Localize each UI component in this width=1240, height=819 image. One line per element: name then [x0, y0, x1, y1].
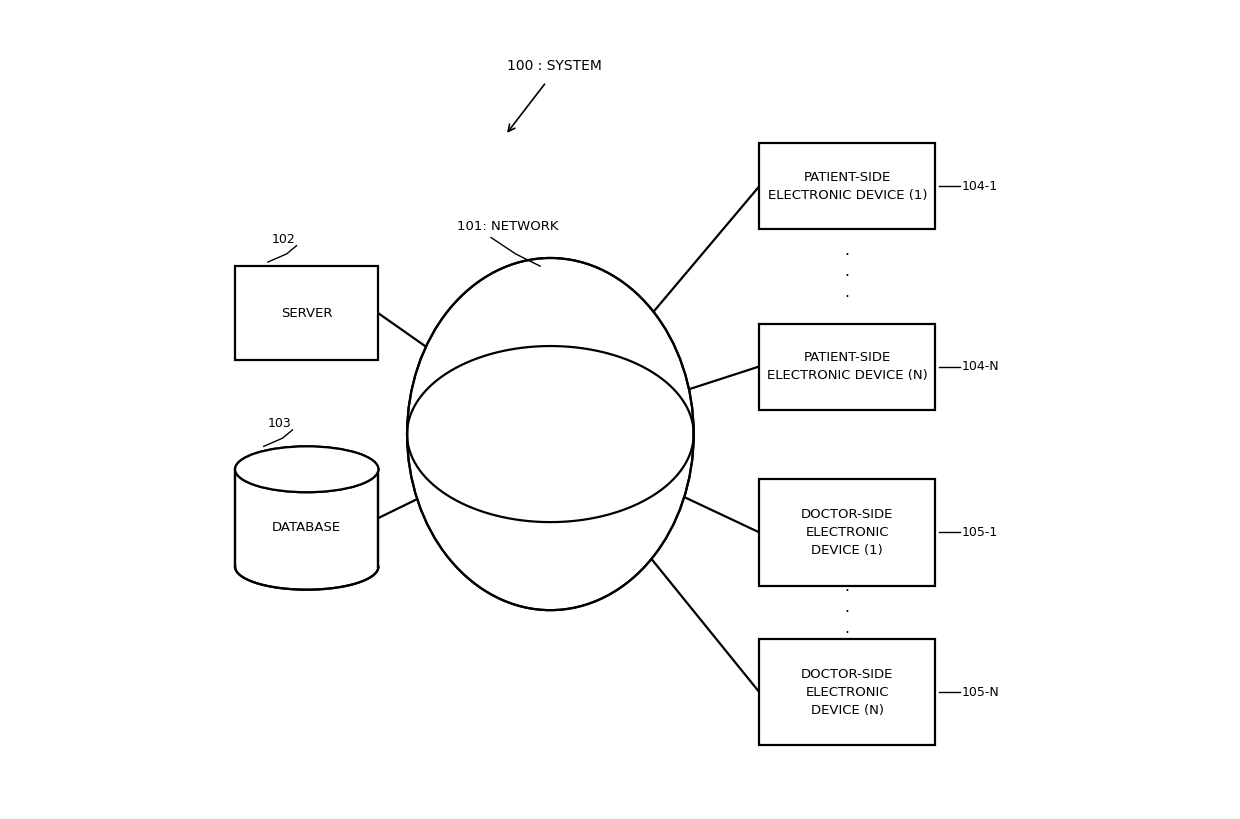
Bar [759, 479, 935, 586]
Text: 102: 102 [272, 233, 295, 246]
Text: SERVER: SERVER [281, 307, 332, 319]
Bar [759, 324, 935, 410]
Text: 100 : SYSTEM: 100 : SYSTEM [507, 58, 601, 73]
Text: DOCTOR-SIDE
ELECTRONIC
DEVICE (1): DOCTOR-SIDE ELECTRONIC DEVICE (1) [801, 508, 894, 557]
Text: DATABASE: DATABASE [272, 521, 341, 534]
Text: 103: 103 [268, 417, 291, 430]
Text: ·
·
·: · · · [844, 584, 849, 640]
Text: 105-N: 105-N [961, 686, 999, 699]
Text: PATIENT-SIDE
ELECTRONIC DEVICE (1): PATIENT-SIDE ELECTRONIC DEVICE (1) [768, 171, 928, 201]
Bar [759, 143, 935, 229]
Text: DOCTOR-SIDE
ELECTRONIC
DEVICE (N): DOCTOR-SIDE ELECTRONIC DEVICE (N) [801, 667, 894, 717]
Text: ·
·
·: · · · [844, 248, 849, 305]
Bar [759, 639, 935, 745]
Ellipse shape [407, 258, 693, 610]
Ellipse shape [236, 446, 378, 492]
Text: 104-1: 104-1 [961, 180, 998, 192]
Text: PATIENT-SIDE
ELECTRONIC DEVICE (N): PATIENT-SIDE ELECTRONIC DEVICE (N) [766, 351, 928, 382]
Text: 101: NETWORK: 101: NETWORK [456, 220, 558, 233]
Text: 104-N: 104-N [961, 360, 999, 373]
Ellipse shape [236, 446, 378, 492]
Bar [236, 469, 378, 567]
Bar [236, 266, 378, 360]
Text: 105-1: 105-1 [961, 526, 998, 539]
